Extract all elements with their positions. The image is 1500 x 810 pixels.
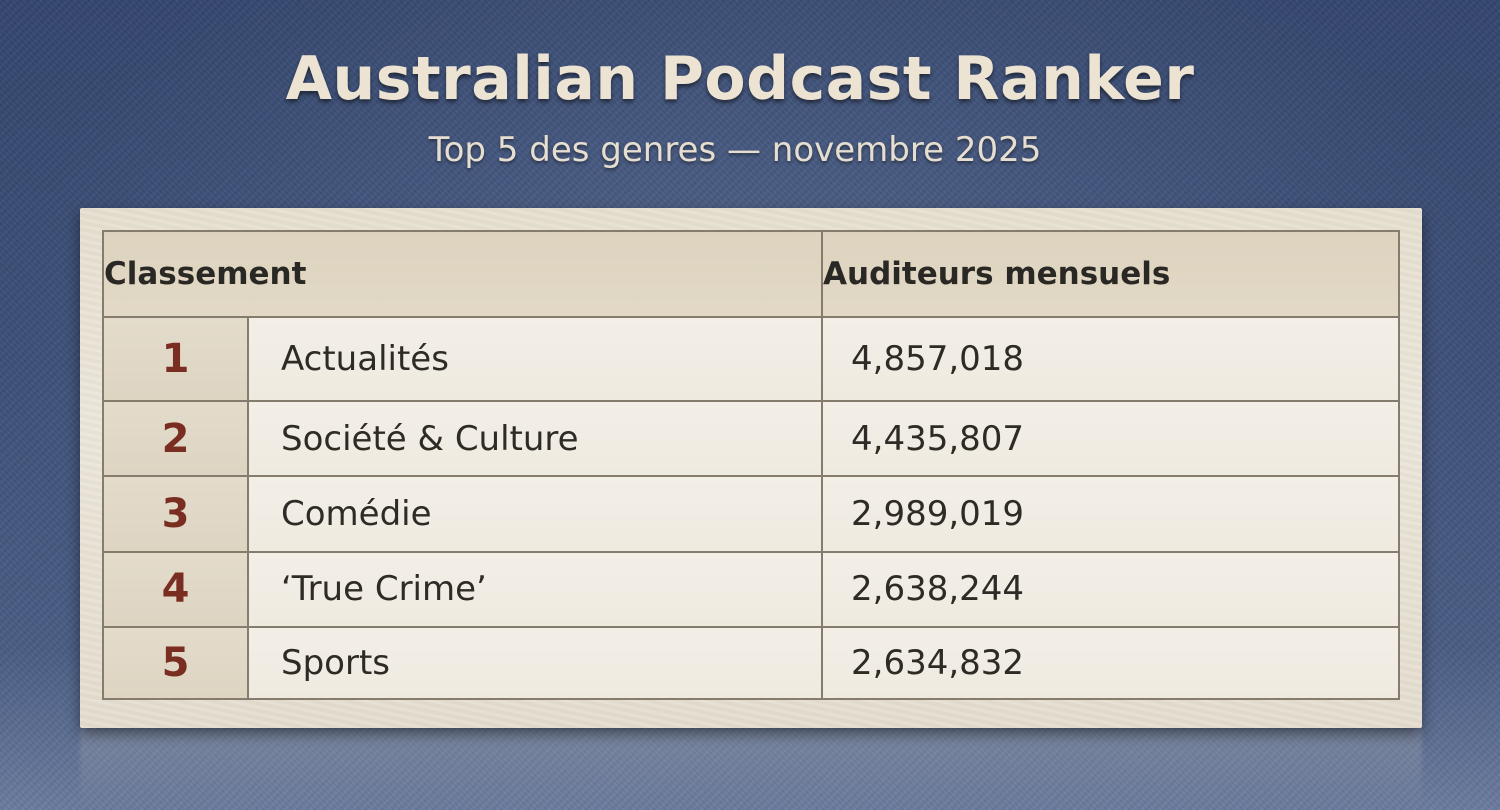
listeners-cell: 2,989,019 [821,474,1401,554]
genre-cell: Comédie [246,474,824,554]
genre-cell: Sports [246,625,824,701]
listeners-cell: 4,435,807 [821,400,1401,477]
ranking-table: Classement Auditeurs mensuels 1 Actualit… [101,230,1401,701]
rank-cell: 5 [102,625,249,701]
genre-cell: Actualités [246,315,824,403]
listeners-cell: 2,638,244 [821,551,1401,628]
page-subtitle: Top 5 des genres — novembre 2025 [428,130,1042,170]
header-listeners: Auditeurs mensuels [821,230,1401,318]
page-title: Australian Podcast Ranker [285,44,1195,114]
rank-cell: 4 [102,551,249,628]
rank-cell: 2 [102,400,249,477]
header-rank: Classement [101,230,824,318]
listeners-cell: 4,857,018 [821,315,1401,403]
ranking-card: Classement Auditeurs mensuels 1 Actualit… [80,208,1422,728]
rank-cell: 1 [102,315,249,403]
table-row: 2 Société & Culture 4,435,807 [102,400,1401,477]
table-row: 5 Sports 2,634,832 [102,625,1401,701]
table-row: 1 Actualités 4,857,018 [102,315,1401,403]
genre-cell: Société & Culture [246,400,824,477]
listeners-cell: 2,634,832 [821,625,1401,701]
table-row: 3 Comédie 2,989,019 [102,474,1401,554]
genre-cell: ‘True Crime’ [246,551,824,628]
rank-cell: 3 [102,474,249,554]
table-row: 4 ‘True Crime’ 2,638,244 [102,551,1401,628]
table-header-row: Classement Auditeurs mensuels [101,230,1401,318]
card-reflection [80,728,1422,810]
